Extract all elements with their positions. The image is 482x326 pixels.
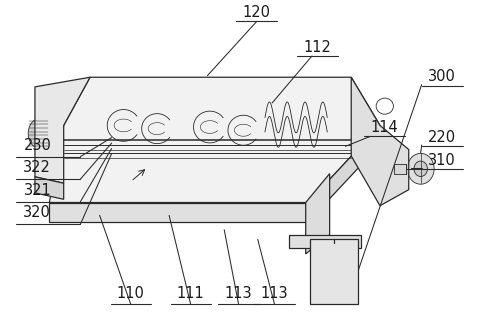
Text: 114: 114 xyxy=(371,120,399,135)
Ellipse shape xyxy=(28,119,49,148)
Ellipse shape xyxy=(350,297,358,304)
Text: 320: 320 xyxy=(24,205,51,220)
Polygon shape xyxy=(306,174,330,254)
Ellipse shape xyxy=(318,244,351,271)
Ellipse shape xyxy=(350,240,358,246)
Text: 111: 111 xyxy=(177,286,204,301)
Text: 120: 120 xyxy=(243,5,271,20)
Text: 113: 113 xyxy=(225,286,253,301)
Text: 230: 230 xyxy=(24,138,51,153)
Polygon shape xyxy=(49,202,308,222)
Text: 300: 300 xyxy=(428,69,456,84)
Text: 110: 110 xyxy=(117,286,145,301)
Polygon shape xyxy=(289,235,361,247)
Polygon shape xyxy=(49,77,380,202)
Text: 321: 321 xyxy=(24,183,51,198)
Ellipse shape xyxy=(311,240,319,246)
Text: 112: 112 xyxy=(304,40,332,55)
Ellipse shape xyxy=(319,270,350,296)
Text: 322: 322 xyxy=(24,160,51,175)
Ellipse shape xyxy=(414,161,428,176)
Polygon shape xyxy=(35,177,64,199)
Text: 113: 113 xyxy=(261,286,288,301)
Ellipse shape xyxy=(407,153,434,184)
Polygon shape xyxy=(35,77,90,183)
Text: 220: 220 xyxy=(428,130,456,145)
Ellipse shape xyxy=(311,297,319,304)
Polygon shape xyxy=(351,77,409,206)
Text: 310: 310 xyxy=(428,153,456,168)
Polygon shape xyxy=(394,164,406,174)
Ellipse shape xyxy=(325,274,344,291)
Polygon shape xyxy=(308,126,380,222)
Polygon shape xyxy=(310,240,359,304)
Ellipse shape xyxy=(324,248,345,266)
